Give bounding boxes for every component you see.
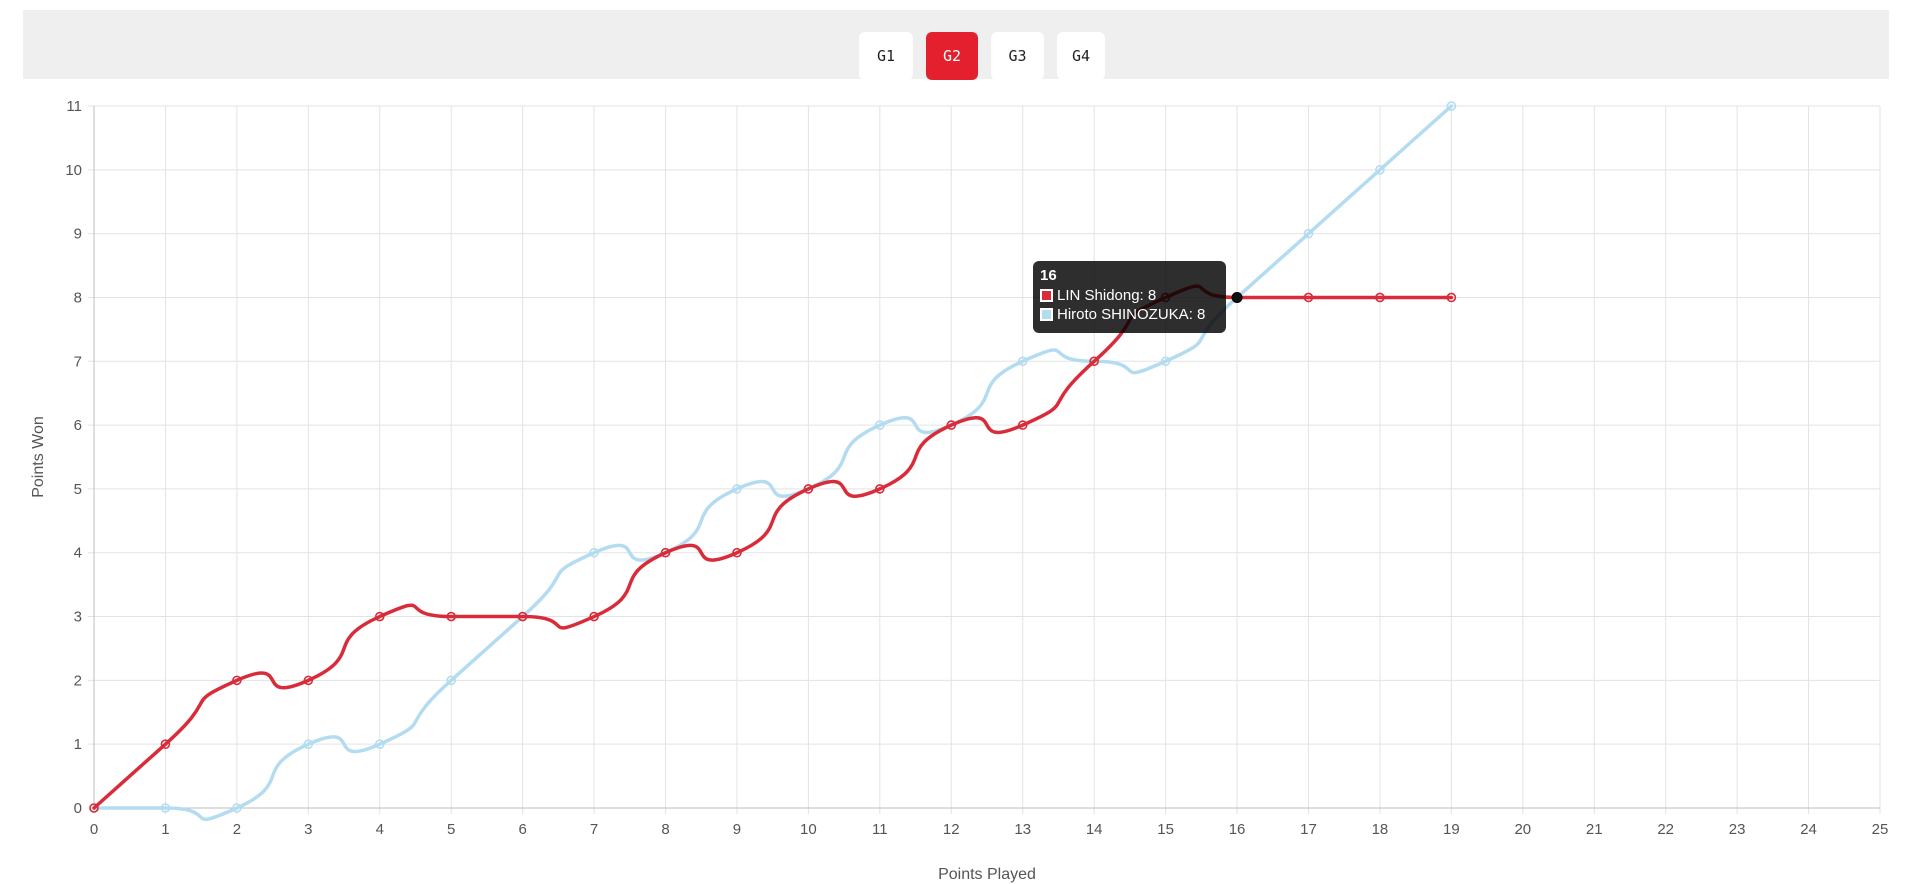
y-tick-label: 3 — [74, 609, 82, 626]
series-point[interactable] — [446, 611, 457, 622]
x-axis-ticks: 0 1 2 3 4 5 6 7 8 9 10 11 12 13 14 15 16 17 18 19 20 21 22 23 24… — [90, 821, 1889, 838]
x-tick-label: 9 — [733, 821, 741, 838]
y-tick-label: 10 — [65, 162, 82, 179]
series-point[interactable] — [589, 547, 599, 558]
y-tick-label: 9 — [74, 226, 82, 243]
series-point[interactable] — [1303, 228, 1314, 239]
tooltip-text-lin: LIN Shidong: 8 — [1057, 287, 1157, 304]
chart-grid — [88, 105, 1881, 814]
x-tick-label: 18 — [1372, 821, 1389, 838]
series-point[interactable] — [875, 420, 885, 430]
series-point[interactable] — [517, 611, 528, 622]
series-point[interactable] — [1017, 420, 1028, 430]
x-tick-label: 0 — [90, 821, 98, 838]
tooltip-text-shinozuka: Hiroto SHINOZUKA: 8 — [1057, 306, 1206, 323]
series-point[interactable] — [374, 739, 385, 749]
x-tick-label: 23 — [1729, 821, 1746, 838]
y-tick-label: 6 — [74, 417, 82, 434]
x-tick-label: 25 — [1872, 821, 1889, 838]
tab-g3[interactable]: G3 — [991, 32, 1044, 80]
series-point[interactable] — [232, 803, 242, 813]
series-point[interactable] — [1160, 356, 1171, 367]
hover-marker — [1231, 291, 1243, 303]
x-tick-label: 22 — [1657, 821, 1674, 838]
series-point[interactable] — [1017, 356, 1028, 367]
series-point[interactable] — [803, 484, 814, 494]
series-point[interactable] — [160, 739, 171, 749]
x-tick-label: 1 — [161, 821, 169, 838]
tab-g2[interactable]: G2 — [926, 32, 978, 80]
chart-series — [89, 101, 1457, 822]
series-point[interactable] — [303, 739, 314, 749]
x-tick-label: 13 — [1014, 821, 1031, 838]
series-line — [92, 284, 1454, 810]
series-point[interactable] — [1446, 292, 1457, 303]
x-tick-label: 19 — [1443, 821, 1460, 838]
x-tick-label: 8 — [661, 821, 669, 838]
y-tick-label: 1 — [74, 736, 82, 753]
x-tick-label: 7 — [590, 821, 598, 838]
series-line — [92, 104, 1454, 822]
y-tick-label: 11 — [66, 98, 82, 115]
x-tick-label: 6 — [518, 821, 526, 838]
x-tick-label: 10 — [800, 821, 817, 838]
series-0 — [89, 284, 1457, 813]
series-1 — [89, 101, 1457, 822]
tooltip-swatch-lin — [1040, 289, 1053, 302]
y-tick-label: 5 — [74, 481, 82, 498]
x-tick-label: 5 — [447, 821, 455, 838]
series-point[interactable] — [946, 420, 957, 430]
series-point[interactable] — [732, 484, 742, 494]
x-tick-label: 20 — [1514, 821, 1531, 838]
series-point[interactable] — [875, 484, 885, 494]
x-tick-label: 11 — [872, 821, 888, 838]
series-point[interactable] — [160, 803, 171, 813]
x-tick-label: 15 — [1157, 821, 1174, 838]
y-tick-label: 8 — [74, 289, 82, 306]
series-point[interactable] — [232, 675, 242, 686]
x-tick-label: 4 — [376, 821, 384, 838]
series-point[interactable] — [446, 675, 457, 686]
series-point[interactable] — [1446, 101, 1457, 111]
x-tick-label: 12 — [943, 821, 960, 838]
chart-axes — [93, 106, 1880, 809]
tooltip-swatch-shinozuka — [1040, 308, 1053, 321]
series-point[interactable] — [303, 675, 314, 686]
x-tick-label: 3 — [304, 821, 312, 838]
series-point[interactable] — [589, 611, 599, 622]
tab-g4[interactable]: G4 — [1057, 32, 1105, 80]
x-tick-label: 24 — [1800, 821, 1817, 838]
y-tick-label: 0 — [74, 800, 82, 817]
x-tick-label: 17 — [1300, 821, 1317, 838]
x-axis-label: Points Played — [938, 866, 1036, 883]
x-tick-label: 16 — [1229, 821, 1246, 838]
series-point[interactable] — [1303, 292, 1314, 303]
series-point[interactable] — [732, 547, 742, 558]
y-axis-label: Points Won — [30, 416, 47, 498]
game-tab-bar: G1 G2 G3 G4 — [23, 10, 1889, 80]
series-point[interactable] — [660, 547, 671, 558]
y-tick-label: 4 — [74, 545, 82, 562]
game-tabs: G1 G2 G3 G4 — [859, 32, 1105, 80]
x-tick-label: 21 — [1586, 821, 1603, 838]
series-point[interactable] — [1375, 165, 1385, 175]
y-tick-label: 7 — [74, 353, 82, 370]
tooltip-row-shinozuka: Hiroto SHINOZUKA: 8 — [1040, 305, 1219, 324]
y-axis-ticks: 0 1 2 3 4 5 6 7 8 9 10 11 — [65, 98, 82, 817]
tooltip-row-lin: LIN Shidong: 8 — [1040, 286, 1219, 305]
tab-g1[interactable]: G1 — [859, 32, 913, 80]
series-point[interactable] — [89, 803, 99, 813]
series-point[interactable] — [374, 611, 385, 622]
x-tick-label: 2 — [233, 821, 241, 838]
chart-tooltip: 16 LIN Shidong: 8 Hiroto SHINOZUKA: 8 — [1033, 261, 1226, 333]
tooltip-title: 16 — [1040, 267, 1057, 284]
series-point[interactable] — [1089, 356, 1099, 367]
y-tick-label: 2 — [74, 672, 82, 689]
hover-point — [1231, 291, 1243, 303]
x-tick-label: 14 — [1086, 821, 1103, 838]
series-point[interactable] — [1375, 292, 1385, 303]
